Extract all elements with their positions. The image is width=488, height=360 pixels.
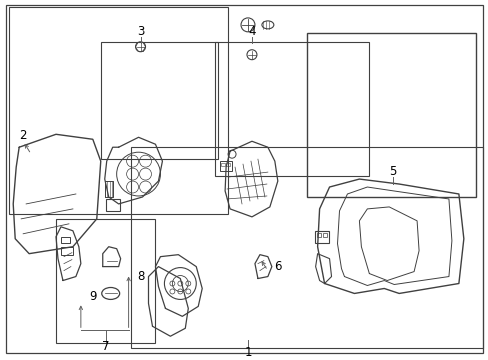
Bar	[221, 163, 224, 166]
Bar	[61, 247, 73, 255]
Bar	[316, 233, 320, 237]
Bar	[61, 237, 70, 243]
Bar	[130, 147, 482, 348]
Bar	[215, 42, 368, 176]
Text: 2: 2	[20, 129, 27, 142]
Bar	[314, 231, 328, 243]
Text: 1: 1	[244, 346, 251, 359]
Text: 6: 6	[273, 260, 281, 273]
Text: 3: 3	[137, 25, 144, 38]
Text: 4: 4	[248, 25, 255, 38]
Text: 5: 5	[389, 165, 396, 177]
Text: 9: 9	[89, 290, 96, 303]
Bar	[56, 219, 155, 343]
Bar	[9, 7, 227, 214]
Bar	[306, 33, 475, 197]
Text: 8: 8	[137, 270, 144, 283]
Bar	[220, 161, 232, 171]
Bar	[322, 233, 326, 237]
Bar	[101, 42, 218, 159]
Bar	[105, 199, 120, 211]
Text: 7: 7	[102, 340, 109, 353]
Bar	[225, 163, 230, 166]
